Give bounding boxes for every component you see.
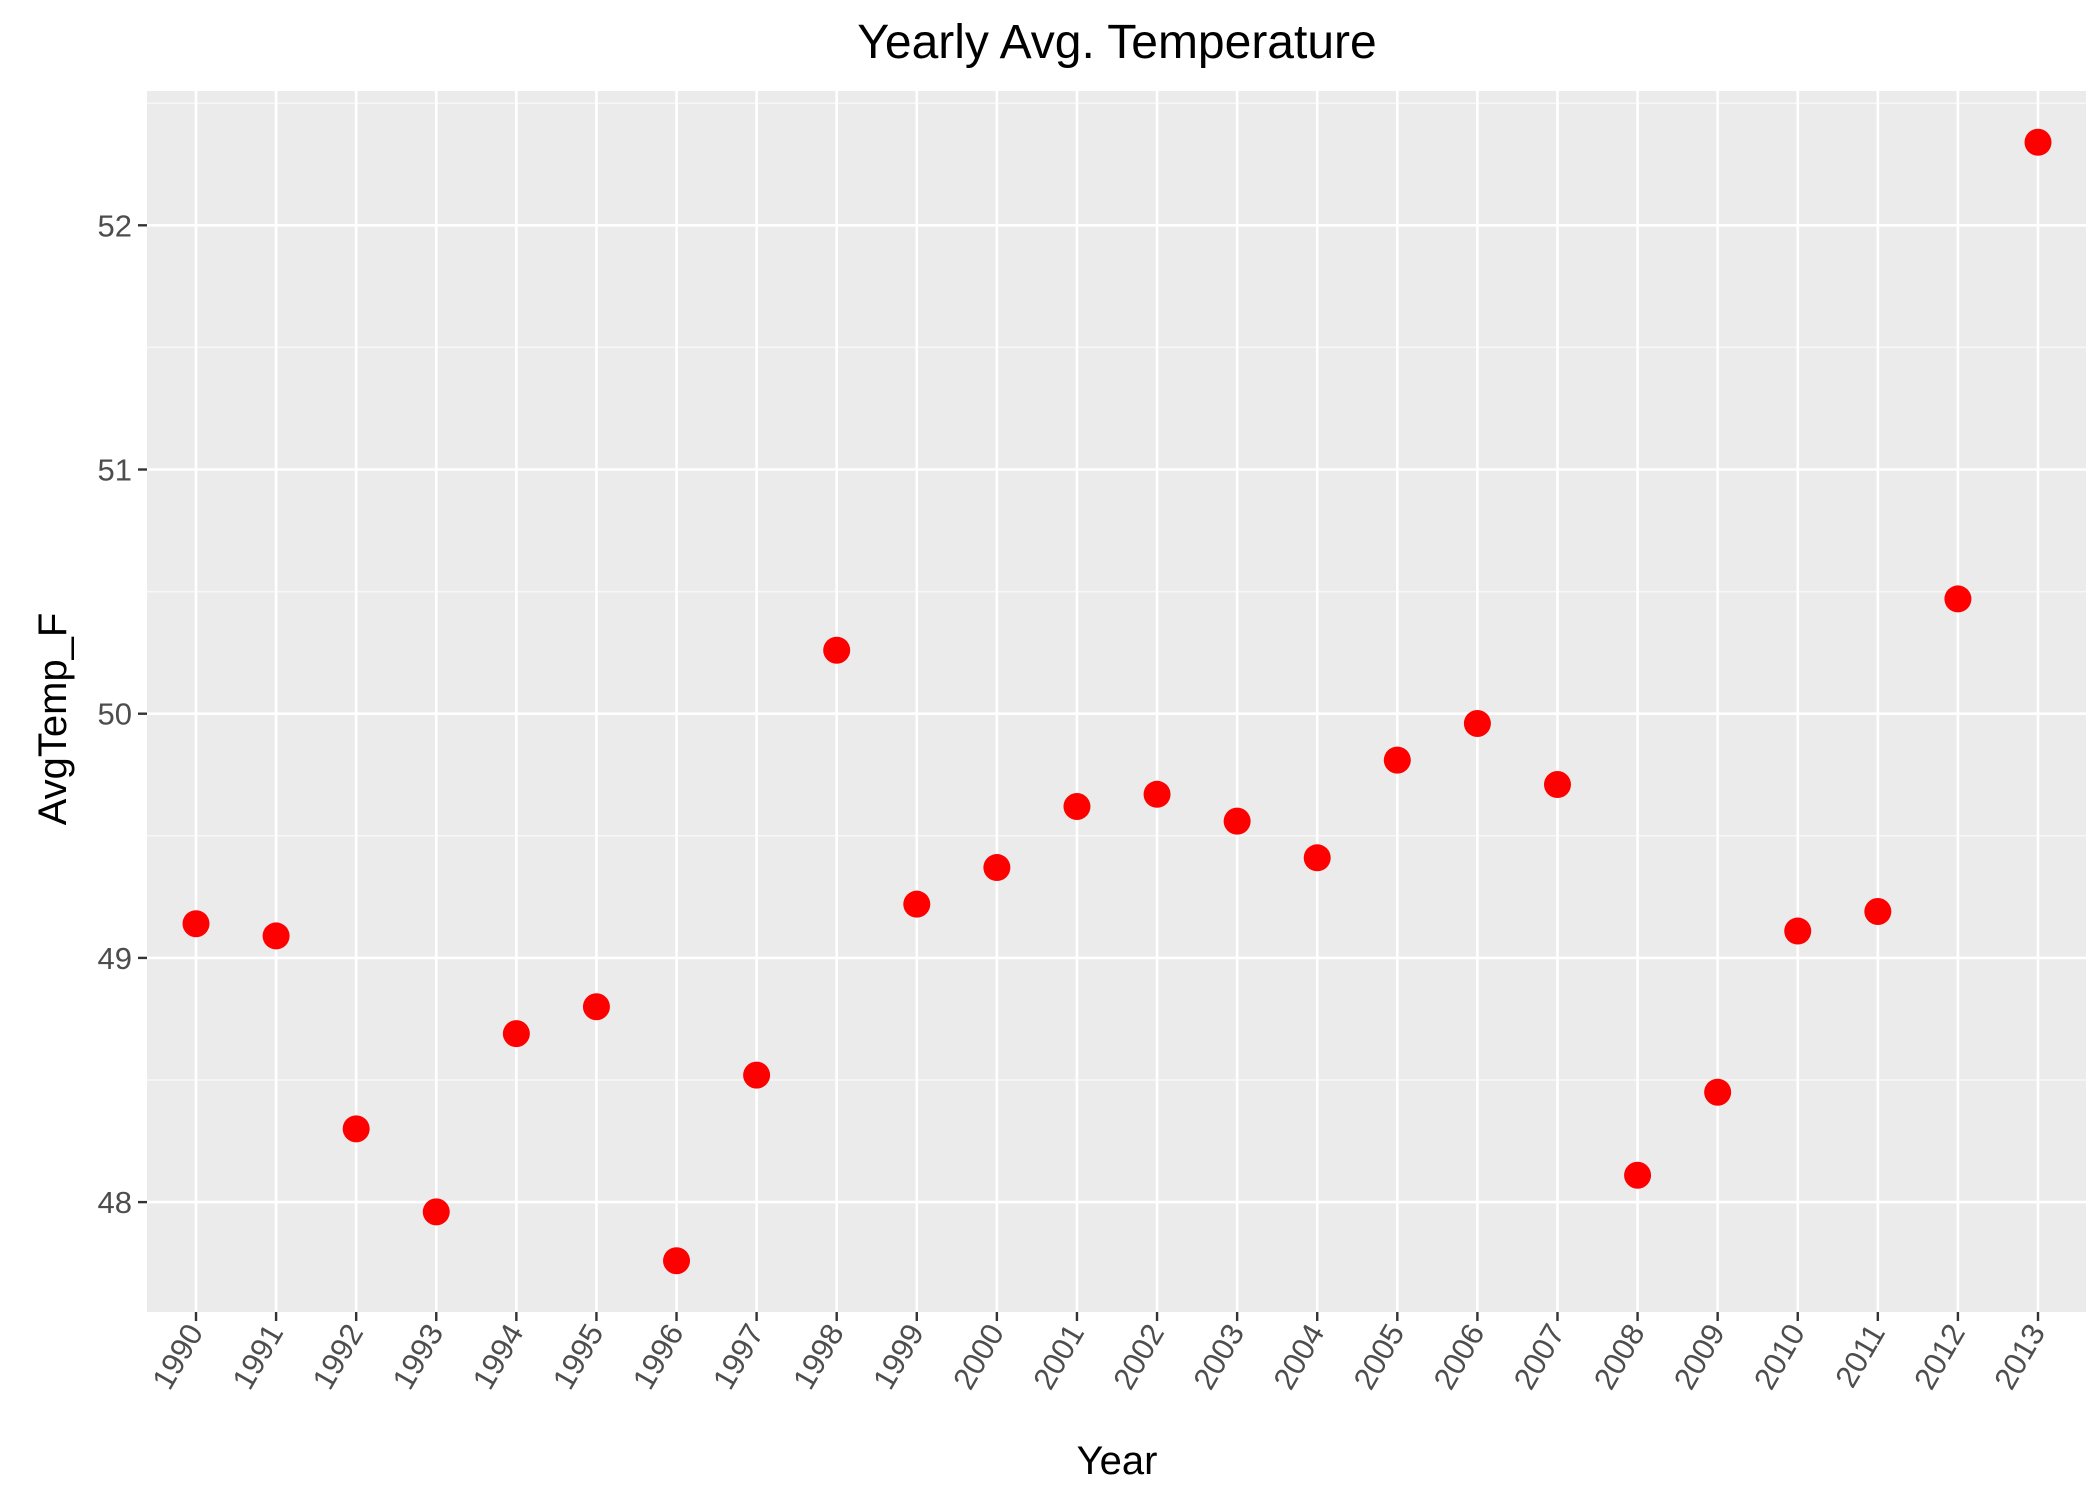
x-axis-label: Year: [1077, 1439, 1158, 1483]
x-tick-label: 2005: [1347, 1318, 1412, 1395]
x-tick-label: 2009: [1667, 1318, 1732, 1395]
data-point-2012: [1944, 585, 1972, 613]
x-tick-label: 1994: [466, 1318, 531, 1395]
y-tick-label: 48: [98, 1185, 132, 1220]
data-point-2006: [1463, 709, 1491, 737]
data-point-2009: [1704, 1078, 1732, 1106]
x-tick-label: 1991: [225, 1318, 290, 1395]
x-tick-label: 1993: [386, 1318, 451, 1395]
y-tick-label: 50: [98, 697, 132, 732]
x-tick-label: 2010: [1747, 1318, 1812, 1395]
x-tick-label: 2000: [946, 1318, 1011, 1395]
data-point-2003: [1223, 807, 1251, 835]
data-point-1992: [342, 1115, 370, 1143]
x-tick-label: 1999: [866, 1318, 931, 1395]
data-point-2004: [1303, 844, 1331, 872]
x-tick-label: 1995: [546, 1318, 611, 1395]
data-point-2011: [1864, 898, 1892, 926]
data-point-1998: [823, 636, 851, 664]
x-tick-label: 2003: [1186, 1318, 1251, 1395]
chart-title: Yearly Avg. Temperature: [857, 16, 1376, 69]
data-point-1996: [663, 1247, 691, 1275]
x-tick-label: 1990: [145, 1318, 210, 1395]
data-point-1997: [743, 1061, 771, 1089]
data-point-2002: [1143, 780, 1171, 808]
y-tick-label: 49: [98, 941, 132, 976]
y-axis-label: AvgTemp_F: [31, 613, 75, 826]
y-axis: 48 49 50 51 52: [98, 208, 147, 1220]
data-point-1995: [582, 993, 610, 1021]
data-points: [182, 128, 2052, 1275]
x-tick-label: 2006: [1427, 1318, 1492, 1395]
y-tick-label: 51: [98, 453, 132, 488]
x-tick-label: 1996: [626, 1318, 691, 1395]
plot-panel: [147, 91, 2086, 1312]
x-tick-label: 2008: [1587, 1318, 1652, 1395]
data-point-1990: [182, 910, 210, 938]
x-tick-label: 2007: [1507, 1318, 1572, 1395]
data-point-2007: [1543, 771, 1571, 799]
grid-lines: [147, 91, 2086, 1312]
data-point-1994: [502, 1020, 530, 1048]
x-tick-label: 2013: [1987, 1318, 2052, 1395]
x-tick-label: 2002: [1106, 1318, 1171, 1395]
x-tick-label: 2011: [1828, 1318, 1892, 1393]
data-point-1991: [262, 922, 290, 950]
data-point-1999: [903, 890, 931, 918]
data-point-1993: [422, 1198, 450, 1226]
panel-background: [147, 91, 2086, 1312]
data-point-2010: [1784, 917, 1812, 945]
y-tick-label: 52: [98, 208, 132, 243]
x-tick-label: 2004: [1266, 1318, 1331, 1395]
x-tick-label: 1992: [305, 1318, 370, 1395]
x-tick-label: 1997: [706, 1318, 771, 1395]
data-point-2005: [1383, 746, 1411, 774]
data-point-2000: [983, 854, 1011, 882]
x-axis: 1990 1991 1992 1993 1994 1995 1996 1997 1998 1999…: [145, 1312, 2052, 1395]
x-tick-label: 2001: [1026, 1318, 1091, 1395]
data-point-2001: [1063, 793, 1091, 821]
data-point-2008: [1624, 1161, 1652, 1189]
data-point-2013: [2024, 128, 2052, 156]
x-tick-label: 2012: [1907, 1318, 1972, 1395]
x-tick-label: 1998: [786, 1318, 851, 1395]
